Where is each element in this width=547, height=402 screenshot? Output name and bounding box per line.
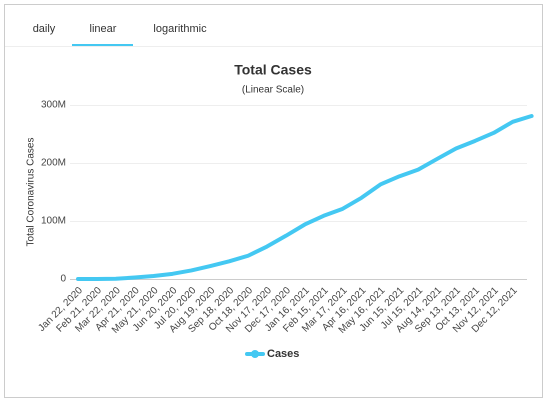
legend-marker xyxy=(251,350,259,358)
legend-label: Cases xyxy=(267,348,299,360)
y-axis-label: Total Coronavirus Cases xyxy=(26,138,37,247)
y-tick-label: 300M xyxy=(41,100,66,111)
chart-subtitle: (Linear Scale) xyxy=(242,85,304,96)
active-tab-indicator xyxy=(72,44,133,46)
y-tick-label: 100M xyxy=(41,216,66,227)
panel xyxy=(4,4,543,398)
chart-title: Total Cases xyxy=(234,62,312,78)
data-line xyxy=(76,114,534,281)
tab[interactable]: daily xyxy=(33,23,56,35)
tab[interactable]: linear xyxy=(90,23,117,35)
y-tick-label: 0 xyxy=(60,274,66,285)
tab[interactable]: logarithmic xyxy=(153,23,207,35)
y-tick-label: 200M xyxy=(41,158,66,169)
